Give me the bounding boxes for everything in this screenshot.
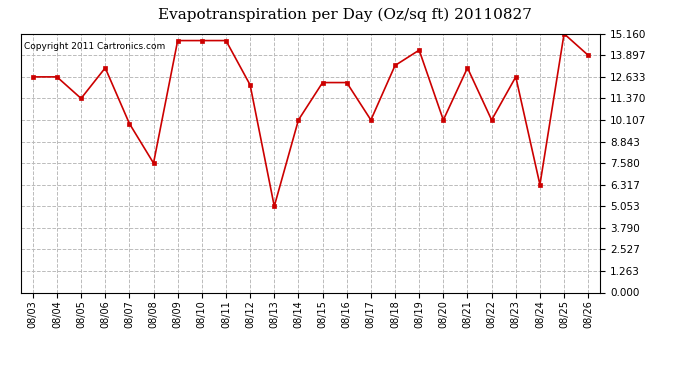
Text: Evapotranspiration per Day (Oz/sq ft) 20110827: Evapotranspiration per Day (Oz/sq ft) 20… bbox=[158, 8, 532, 22]
Text: Copyright 2011 Cartronics.com: Copyright 2011 Cartronics.com bbox=[23, 42, 165, 51]
